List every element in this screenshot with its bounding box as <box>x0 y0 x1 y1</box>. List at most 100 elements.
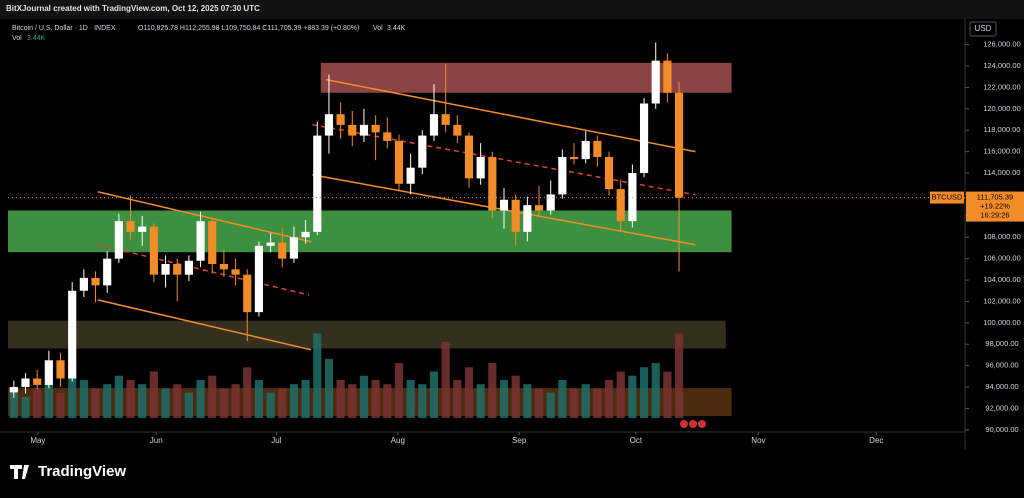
currency: USD <box>975 24 992 33</box>
volume-bar <box>383 384 392 418</box>
candle-body <box>138 226 147 232</box>
candle-body <box>674 92 684 198</box>
candle-body <box>406 167 415 184</box>
x-tick-label: Jul <box>271 436 281 445</box>
watermark: BitXJournal created with TradingView.com… <box>6 4 260 13</box>
event-icons <box>680 420 706 428</box>
y-tick-label: 102,000.00 <box>983 296 1021 305</box>
volume-bar <box>243 367 252 418</box>
candle-body <box>663 60 672 93</box>
vol-value: 3.44K <box>387 25 406 32</box>
trend-line <box>97 299 312 351</box>
volume-bar <box>616 371 625 418</box>
volume-bar <box>359 375 369 418</box>
candle-body <box>9 387 18 393</box>
candle-body <box>523 205 532 232</box>
event-icon <box>680 420 688 428</box>
volume-bar <box>161 388 170 418</box>
candle-body <box>313 135 322 232</box>
volume-bar <box>231 384 240 418</box>
last-price: 111,705.39 <box>977 193 1013 202</box>
volume-bar <box>418 384 427 418</box>
plot: 90,000.00 92,000.00 94,000.00 96,000.00 98,0… <box>8 40 1024 445</box>
volume-bar <box>534 388 544 418</box>
trend-line <box>97 243 310 296</box>
candle-body <box>278 242 287 259</box>
volume-bar <box>91 388 100 418</box>
candle-body <box>581 140 590 160</box>
candle-body <box>546 194 555 211</box>
volume-bar <box>278 388 287 418</box>
volume-bar <box>44 384 53 418</box>
candle-body <box>266 242 275 246</box>
candle-body <box>639 103 649 174</box>
symbol: Bitcoin / U.S. Dollar · 1D · INDEX <box>12 25 116 32</box>
candle-body <box>348 124 357 136</box>
candle-body <box>301 231 310 238</box>
event-icon <box>689 420 697 428</box>
volume-bar <box>628 375 637 418</box>
volume-bar <box>569 388 579 418</box>
trend-line <box>326 78 696 153</box>
x-tick-label: Jun <box>150 436 163 445</box>
candle-body <box>114 221 123 259</box>
candle-body <box>149 226 158 275</box>
candle-body <box>21 378 30 388</box>
volume-bar <box>126 379 135 418</box>
volume-bar <box>68 367 77 418</box>
vol-label: Vol <box>373 25 383 32</box>
candle-body <box>219 263 228 270</box>
y-tick-label: 106,000.00 <box>983 254 1021 263</box>
volume-bar <box>429 371 439 418</box>
volume-bar <box>476 384 485 418</box>
change: +19.22% <box>980 202 1010 211</box>
volume-bar <box>406 379 415 418</box>
last-price-box <box>966 191 1024 222</box>
y-tick-label: 96,000.00 <box>985 361 1018 370</box>
candle-body <box>453 124 462 136</box>
volume-bar <box>324 358 334 418</box>
price-tag-box <box>930 191 964 204</box>
volume-bar <box>394 363 404 418</box>
candle-body <box>534 205 544 211</box>
candle-body <box>511 199 520 232</box>
volume-bar <box>674 333 684 418</box>
volume-bar <box>301 379 310 418</box>
y-tick-label: 126,000.00 <box>983 40 1021 49</box>
candle-body <box>91 277 100 286</box>
volume-bar <box>348 384 357 418</box>
volume-bar <box>336 379 345 418</box>
candle-body <box>383 132 392 141</box>
volume-bar <box>173 384 182 418</box>
y-tick-label: 94,000.00 <box>985 382 1018 391</box>
volume-bar <box>453 379 462 418</box>
y-tick-label: 104,000.00 <box>983 275 1021 284</box>
y-tick-label: 108,000.00 <box>983 232 1021 241</box>
candle-body <box>173 263 182 275</box>
candle-body <box>196 221 205 261</box>
volume-bar <box>639 367 649 418</box>
x-tick-label: May <box>30 436 45 445</box>
volume-bar <box>103 384 112 418</box>
x-tick-label: Oct <box>630 436 643 445</box>
y-tick-label: 114,000.00 <box>984 168 1021 177</box>
candle-body <box>499 199 509 211</box>
candle-body <box>604 156 614 190</box>
countdown: 16:29:26 <box>980 211 1009 220</box>
candle-body <box>126 221 135 232</box>
volume-bar <box>371 379 380 418</box>
candle-body <box>44 360 53 385</box>
x-tick-label: Sep <box>512 436 527 445</box>
candle-body <box>56 360 65 379</box>
y-tick-label: 92,000.00 <box>985 403 1018 412</box>
candle-body <box>103 258 112 286</box>
candle-body <box>569 156 579 160</box>
candle-body <box>184 260 193 275</box>
zone <box>320 62 732 93</box>
candle-body <box>231 269 240 275</box>
volume-bar <box>21 396 30 418</box>
y-tick-label: 122,000.00 <box>983 82 1021 91</box>
volume-bar <box>663 371 672 418</box>
price-tag: BTCUSD <box>932 193 963 202</box>
candle-body <box>418 135 427 168</box>
